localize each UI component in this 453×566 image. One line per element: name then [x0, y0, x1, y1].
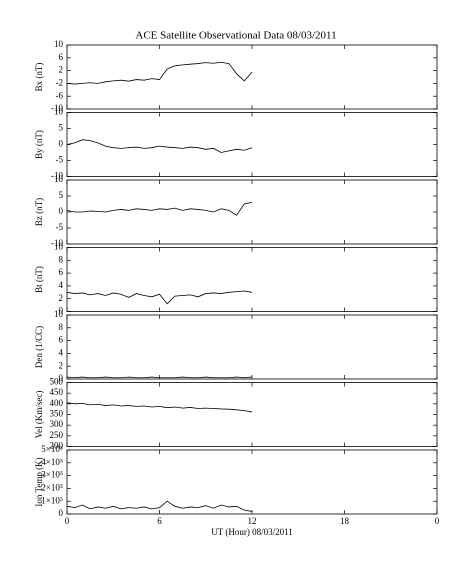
- y-axis-label: Ion Temp (K): [34, 457, 44, 506]
- x-tick-label: 6: [157, 516, 162, 526]
- y-tick-label: 4: [59, 280, 64, 290]
- y-tick-label: 250: [50, 430, 64, 440]
- y-tick-label: 3×10⁵: [41, 470, 63, 480]
- x-tick-label: 12: [248, 516, 257, 526]
- panel-frame: [66, 179, 438, 245]
- panel-frame: [66, 247, 438, 312]
- y-tick-label: -10: [51, 238, 63, 248]
- y-tick-label: 5: [59, 190, 64, 200]
- y-tick-label: 5×10⁵: [41, 444, 63, 454]
- panel-frame: [66, 44, 438, 110]
- y-tick-label: 2: [59, 360, 64, 370]
- data-line: [66, 139, 253, 153]
- y-tick-label: 450: [50, 387, 64, 397]
- y-tick-label: 6: [59, 52, 64, 62]
- panel-frame: [66, 449, 438, 515]
- y-tick-label: 10: [54, 174, 64, 184]
- x-axis-label: UT (Hour) 08/03/2011: [211, 527, 293, 537]
- data-line: [66, 402, 253, 413]
- y-tick-label: 4×10⁵: [41, 457, 63, 467]
- y-tick-label: -10: [51, 103, 63, 113]
- y-tick-label: 10: [54, 242, 64, 252]
- y-tick-label: 5: [59, 123, 64, 133]
- y-tick-label: 6: [59, 335, 64, 345]
- y-tick-label: 10: [54, 309, 64, 319]
- y-tick-label: -6: [56, 90, 64, 100]
- y-tick-label: 10: [54, 39, 64, 49]
- y-tick-label: -2: [56, 77, 64, 87]
- y-tick-label: 500: [50, 377, 64, 387]
- x-tick-label: 0: [435, 516, 440, 526]
- y-tick-label: 4: [59, 347, 64, 357]
- data-line: [66, 61, 253, 85]
- x-tick-label: 18: [340, 516, 350, 526]
- data-line: [66, 500, 253, 512]
- y-tick-label: 350: [50, 409, 64, 419]
- data-line: [66, 202, 253, 216]
- y-tick-label: 1×10⁵: [41, 495, 63, 505]
- y-axis-label: Bz (nT): [34, 198, 44, 226]
- y-axis-label: Bt (nT): [34, 266, 44, 293]
- y-tick-label: 0: [59, 306, 64, 316]
- y-tick-label: 0: [59, 373, 64, 383]
- y-tick-label: 2: [59, 65, 64, 75]
- x-tick-label: 0: [65, 516, 70, 526]
- panel-frame: [66, 382, 438, 447]
- y-tick-label: 300: [50, 419, 64, 429]
- y-tick-label: 200: [50, 441, 64, 451]
- y-tick-label: 6: [59, 267, 64, 277]
- panel-frame: [66, 112, 438, 177]
- y-tick-label: 2×10⁵: [41, 482, 63, 492]
- data-line: [66, 290, 253, 305]
- chart-title: ACE Satellite Observational Data 08/03/2…: [135, 30, 336, 42]
- y-tick-label: 8: [59, 322, 64, 332]
- y-tick-label: -5: [56, 222, 64, 232]
- y-axis-label: Bx (nT): [34, 63, 44, 92]
- y-tick-label: -10: [51, 171, 63, 181]
- y-tick-label: 0: [59, 206, 64, 216]
- y-tick-label: 2: [59, 293, 64, 303]
- data-line: [66, 376, 253, 379]
- y-tick-label: 0: [59, 508, 64, 518]
- y-tick-label: 0: [59, 139, 64, 149]
- y-axis-label: Vel (Km/sec): [34, 391, 44, 439]
- y-tick-label: -5: [56, 155, 64, 165]
- y-axis-label: Den (1/CC): [34, 326, 44, 368]
- y-tick-label: 10: [54, 107, 64, 117]
- y-axis-label: By (nT): [34, 130, 44, 159]
- panel-frame: [66, 314, 438, 380]
- y-tick-label: 8: [59, 254, 64, 264]
- y-tick-label: 400: [50, 398, 64, 408]
